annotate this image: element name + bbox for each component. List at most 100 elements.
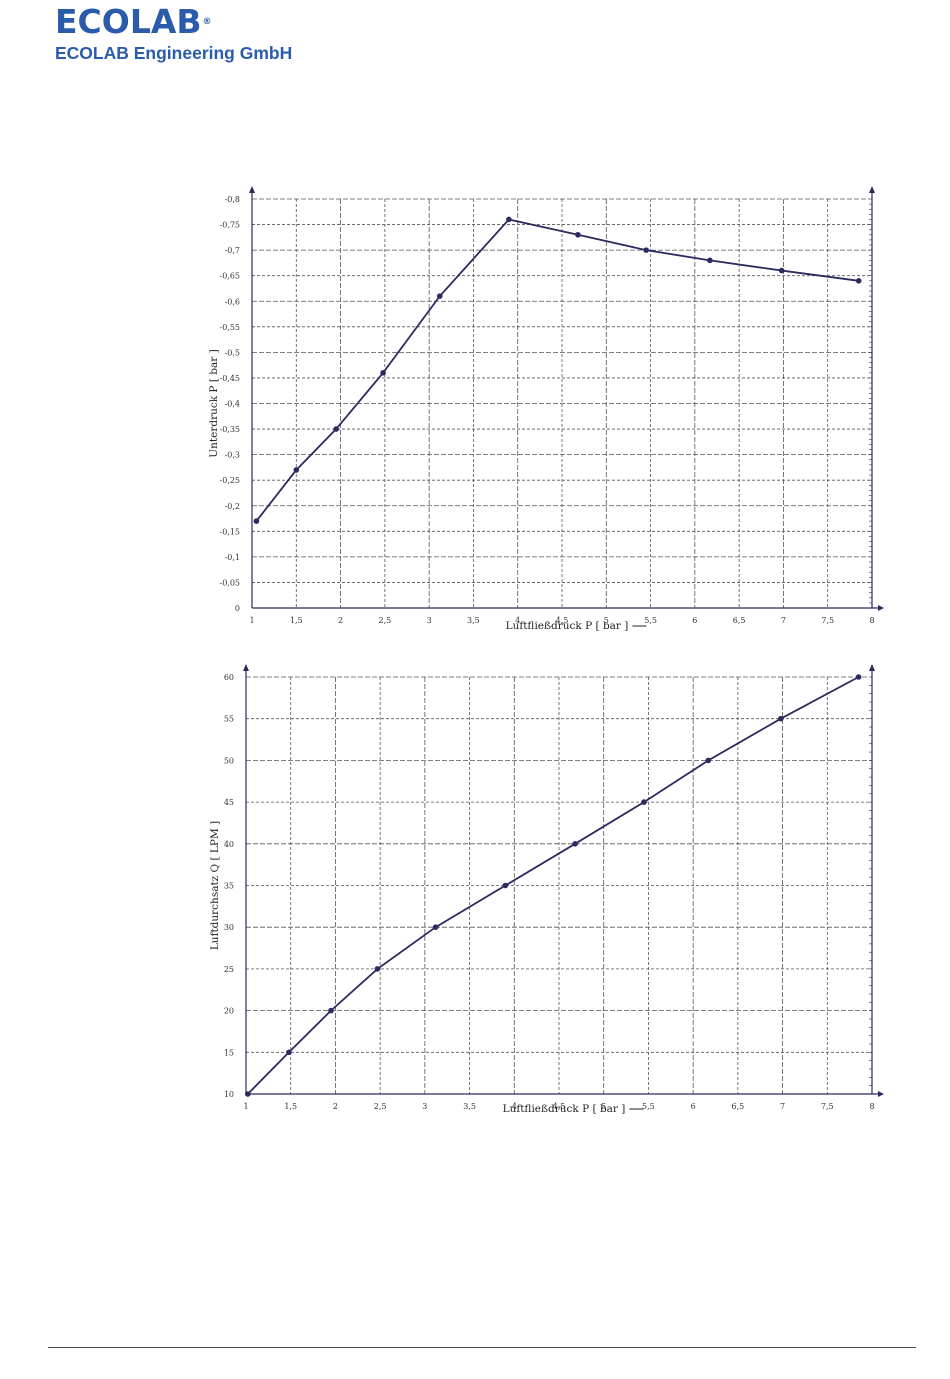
y-tick-label: -0,65 (219, 272, 240, 281)
x-tick-label: 2 (333, 1102, 338, 1111)
x-tick-label: 1,5 (290, 616, 303, 625)
x-axis-arrow (878, 1091, 884, 1097)
y-tick-label: -0,15 (219, 527, 240, 536)
x-tick-label: 1 (249, 616, 254, 625)
data-point (502, 882, 509, 889)
data-point (777, 715, 784, 722)
y-tick-label: -0,35 (219, 425, 240, 434)
air-flow-chart: 1 1,5 2 2,5 3 3,5 4 4,5 5 5,5 6 6,5 7 7,5 8 10 15 20 25 30 3… (0, 662, 950, 1137)
x-tick-label: 2 (338, 616, 343, 625)
x-tick-label: 8 (869, 1102, 874, 1111)
data-point (333, 426, 339, 432)
x-axis-arrow (878, 605, 884, 611)
data-point (253, 518, 260, 524)
header: ECOLAB® ECOLAB Engineering GmbH (55, 4, 355, 66)
data-point (436, 293, 443, 299)
data-point (707, 257, 713, 264)
ecolab-logo: ECOLAB® (55, 4, 355, 40)
x-tick-label: 3,5 (467, 616, 480, 625)
x-tick-label: 7,5 (821, 616, 834, 625)
x-tick-label: 4 (515, 616, 520, 625)
y-tick-label: -0,2 (225, 502, 240, 511)
y-tick-label: 50 (224, 756, 234, 765)
data-point (705, 757, 712, 764)
y-tick-label: -0,55 (219, 323, 240, 332)
data-point (286, 1049, 292, 1056)
x-tick-label: 2,5 (374, 1102, 387, 1111)
y-tick-label: -0,25 (219, 476, 240, 485)
data-point (643, 247, 649, 253)
y-tick-label: -0,5 (225, 348, 240, 357)
y-axis-label: Luftdurchsatz Q [ LPM ] (209, 821, 221, 950)
data-point (293, 467, 300, 473)
x-tick-label: 5,5 (644, 616, 657, 625)
x-tick-label: 1,5 (284, 1102, 297, 1111)
y-axis-arrow (249, 186, 255, 193)
y-axis-arrow-right (869, 186, 875, 193)
x-tick-label: 6,5 (733, 616, 746, 625)
y-tick-label: 10 (224, 1090, 234, 1099)
data-point (855, 278, 862, 284)
y-tick-label: 30 (224, 923, 234, 932)
x-tick-label: 5 (601, 1102, 606, 1111)
series-line (255, 218, 859, 522)
x-tick-label: 5,5 (642, 1102, 655, 1111)
x-tick-label: 4,5 (556, 616, 569, 625)
x-tick-label: 3 (422, 1102, 427, 1111)
chart-svg: 1 1,5 2 2,5 3 3,5 4 4,5 5 5,5 6 6,5 7 7,5 8 10 15 20 25 30 3… (209, 664, 884, 1115)
y-tick-label: -0,3 (225, 451, 240, 460)
x-axis-label: Luftfließdruck P [ bar ] (503, 1103, 626, 1115)
x-tick-label: 4 (512, 1102, 517, 1111)
x-tick-label: 2,5 (378, 616, 391, 625)
x-tick-label: 3 (427, 616, 432, 625)
data-point (778, 267, 785, 274)
y-axis-arrow (243, 664, 249, 671)
y-axis-label: Unterdruck P [ bar ] (208, 349, 220, 457)
y-tick-label: 60 (224, 673, 234, 682)
x-tick-label: 8 (869, 616, 874, 625)
y-tick-label: 35 (224, 882, 234, 891)
data-point (244, 1091, 251, 1097)
data-point (380, 370, 386, 376)
y-tick-label: -0,8 (225, 195, 240, 204)
logo-text: ECOLAB (55, 2, 202, 41)
y-tick-label: 45 (224, 798, 234, 807)
x-tick-label: 6,5 (731, 1102, 744, 1111)
x-tick-label: 7,5 (821, 1102, 834, 1111)
y-tick-label: 40 (224, 840, 234, 849)
data-point (374, 966, 381, 972)
data-point (575, 231, 581, 238)
footer-divider (48, 1347, 916, 1348)
chart-svg: 1 1,5 2 2,5 3 3,5 4 4,5 5 5,5 6 6,5 7 7,5 8 0 -0,05 -0,1 -… (208, 186, 884, 632)
y-tick-label: -0,75 (219, 221, 240, 230)
registered-mark: ® (202, 17, 212, 27)
x-tick-label: 4,5 (553, 1102, 566, 1111)
vacuum-pressure-chart: 1 1,5 2 2,5 3 3,5 4 4,5 5 5,5 6 6,5 7 7,5 8 0 -0,05 -0,1 -… (0, 185, 950, 650)
company-name: ECOLAB Engineering GmbH (55, 43, 293, 63)
y-tick-label: -0,1 (225, 553, 240, 562)
y-tick-label: 55 (224, 715, 234, 724)
data-point (572, 841, 578, 847)
data-point (855, 674, 862, 680)
data-point (328, 1007, 334, 1014)
y-axis-arrow-right (869, 664, 875, 671)
y-tick-label: -0,05 (219, 578, 240, 587)
x-tick-label: 1 (243, 1102, 248, 1111)
x-tick-label: 7 (781, 616, 786, 625)
y-tick-label: -0,45 (219, 374, 240, 383)
x-tick-label: 6 (691, 1102, 696, 1111)
y-tick-label: -0,6 (225, 297, 240, 306)
y-tick-label: 20 (224, 1007, 234, 1016)
y-tick-label: -0,4 (225, 400, 240, 409)
data-point (432, 924, 439, 930)
y-tick-label: 25 (224, 965, 234, 974)
x-tick-label: 6 (692, 616, 697, 625)
x-tick-label: 5 (604, 616, 609, 625)
x-tick-label: 7 (780, 1102, 785, 1111)
y-tick-label: 0 (235, 604, 240, 613)
y-tick-label: -0,7 (225, 246, 240, 255)
x-axis-label: Luftfließdruck P [ bar ] (506, 620, 629, 632)
y-tick-label: 15 (224, 1048, 234, 1057)
x-tick-label: 3,5 (463, 1102, 476, 1111)
data-point (641, 799, 647, 805)
